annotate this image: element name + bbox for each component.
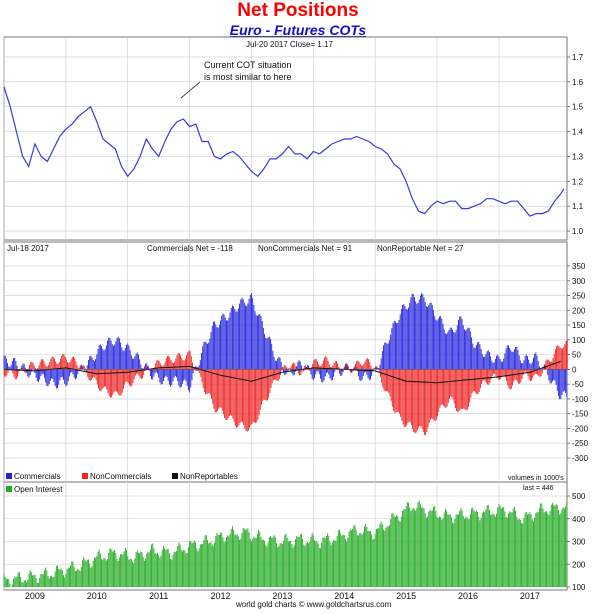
annotation-arrow xyxy=(180,81,201,99)
x-tick-label: 2016 xyxy=(458,591,478,601)
line-layer xyxy=(3,86,567,384)
tick-labels: 2009 2010 2011 2012 2013 2014 2015 2016 2017 1.0 1… xyxy=(25,53,589,601)
price-y-tick-label: 1.6 xyxy=(572,78,584,87)
legend-swatch-commercials xyxy=(6,473,12,479)
price-header: Jul-20 2017 Close= 1.17 xyxy=(246,40,334,49)
cot-y-tick-label: -200 xyxy=(572,424,589,433)
legend-swatch-open-interest xyxy=(6,486,12,492)
x-tick-label: 2010 xyxy=(87,591,107,601)
x-tick-label: 2012 xyxy=(211,591,231,601)
legend-commercials: Commercials xyxy=(14,472,61,481)
noncommercials-net: NonCommercials Net = 91 xyxy=(258,244,353,253)
legend-nonreportables: NonReportables xyxy=(180,472,238,481)
x-tick-label: 2011 xyxy=(149,591,168,601)
last-note: last = 446 xyxy=(523,485,554,492)
oi-y-tick-label: 300 xyxy=(572,538,586,547)
cot-y-tick-label: 250 xyxy=(572,292,586,301)
cot-y-tick-label: 50 xyxy=(572,351,581,360)
chart-subtitle: Euro - Futures COTs xyxy=(229,22,367,38)
units-note: volumes in 1000's xyxy=(508,475,564,482)
annotation-line-2: is most similar to here xyxy=(204,72,292,82)
price-y-tick-label: 1.1 xyxy=(572,202,584,211)
price-y-tick-label: 1.0 xyxy=(572,227,584,236)
price-y-tick-label: 1.4 xyxy=(572,128,584,137)
price-y-tick-label: 1.2 xyxy=(572,177,584,186)
cot-y-tick-label: -150 xyxy=(572,410,589,419)
chart-title: Net Positions xyxy=(237,0,359,21)
legend-swatch-nonreportables xyxy=(172,473,178,479)
x-tick-label: 2013 xyxy=(272,591,292,601)
x-tick-label: 2009 xyxy=(25,591,45,601)
cot-y-tick-label: -100 xyxy=(572,395,589,404)
price-y-tick-label: 1.5 xyxy=(572,103,584,112)
cot-y-tick-label: -50 xyxy=(572,380,584,389)
cot-y-tick-label: 350 xyxy=(572,262,586,271)
bar-layer xyxy=(3,293,568,587)
cot-y-tick-label: 200 xyxy=(572,306,586,315)
cot-y-tick-label: 0 xyxy=(572,365,577,374)
x-tick-label: 2017 xyxy=(520,591,540,601)
price-line xyxy=(3,86,565,217)
legend-swatch-noncommercials xyxy=(82,473,88,479)
legend-open-interest: Open Interest xyxy=(14,485,63,494)
footer-credit: world gold charts © www.goldchartsrus.co… xyxy=(235,600,392,609)
nonreportables-line xyxy=(3,360,561,384)
oi-y-tick-label: 400 xyxy=(572,515,586,524)
nonreportable-net: NonReportable Net = 27 xyxy=(377,244,464,253)
price-y-tick-label: 1.7 xyxy=(572,53,584,62)
oi-y-tick-label: 200 xyxy=(572,560,586,569)
x-tick-label: 2014 xyxy=(334,591,354,601)
legend-noncommercials: NonCommercials xyxy=(90,472,151,481)
cot-date: Jul-18 2017 xyxy=(7,244,49,253)
cot-y-tick-label: -300 xyxy=(572,454,589,463)
commercials-net: Commercials Net = -118 xyxy=(147,244,233,253)
oi-y-tick-label: 500 xyxy=(572,492,586,501)
annotation-line-1: Current COT situation xyxy=(204,60,291,70)
cot-y-tick-label: -250 xyxy=(572,439,589,448)
price-y-tick-label: 1.3 xyxy=(572,152,584,161)
cot-y-tick-label: 100 xyxy=(572,336,586,345)
cot-y-tick-label: 300 xyxy=(572,277,586,286)
x-tick-label: 2015 xyxy=(396,591,416,601)
cot-y-tick-label: 150 xyxy=(572,321,586,330)
oi-y-tick-label: 100 xyxy=(572,583,586,592)
